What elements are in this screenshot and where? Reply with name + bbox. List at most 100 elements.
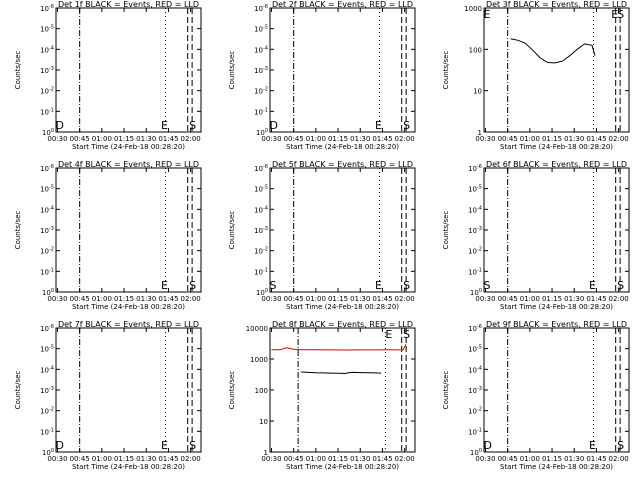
plot-frame (55, 327, 202, 453)
x-tick-label: 00:30 (47, 455, 67, 463)
x-tick-label: 01:00 (92, 135, 112, 143)
x-tick-label: 00:30 (261, 455, 281, 463)
x-tick-label: 01:30 (564, 455, 584, 463)
x-tick-label: 01:45 (586, 135, 606, 143)
x-tick-label: 01:00 (306, 135, 326, 143)
marker-letter: S (403, 328, 410, 341)
x-tick-label: 01:30 (136, 295, 156, 303)
y-tick-label: 10-2 (40, 407, 54, 416)
y-tick-label: 10-6 (254, 4, 268, 13)
x-tick-label: 01:15 (542, 455, 562, 463)
x-tick-label: 00:45 (284, 135, 304, 143)
x-tick-label: 01:15 (328, 295, 348, 303)
x-tick-label: 01:15 (114, 455, 134, 463)
chart-title: Det 9f BLACK = Events, RED = LLD (486, 320, 627, 329)
chart-title: Det 3f BLACK = Events, RED = LLD (486, 0, 627, 9)
y-tick-label: 10-2 (40, 247, 54, 256)
plot-frame (483, 167, 630, 293)
x-tick-label: 02:00 (609, 295, 629, 303)
chart-panel-5: Det 5f BLACK = Events, RED = LLD 100 10-1 1… (228, 160, 416, 311)
y-axis-label: Counts/sec (14, 51, 22, 90)
y-tick-label: 1 (478, 129, 482, 137)
marker-letter: E (483, 8, 490, 21)
x-tick-label: 01:15 (328, 455, 348, 463)
x-tick-label: 01:15 (114, 295, 134, 303)
y-tick-label: 10 (473, 88, 482, 96)
x-tick-label: 00:30 (475, 295, 495, 303)
y-tick-label: 10-2 (254, 247, 268, 256)
y-tick-label: 10-6 (468, 324, 482, 333)
marker-letter: E (161, 279, 168, 292)
y-tick-label: 100 (470, 448, 482, 457)
plot-frame (483, 327, 630, 453)
x-tick-label: 02:00 (395, 455, 415, 463)
x-tick-label: 01:00 (520, 455, 540, 463)
y-tick-label: 10-4 (254, 45, 268, 54)
x-tick-label: 01:00 (306, 455, 326, 463)
x-tick-label: 01:00 (306, 295, 326, 303)
y-tick-label: 10-1 (40, 267, 54, 276)
chart-panel-3: Det 3f BLACK = Events, RED = LLD 1 10 100 10… (442, 0, 630, 151)
y-tick-label: 10-6 (468, 164, 482, 173)
plot-frame (269, 327, 416, 453)
y-tick-label: 10-3 (468, 226, 482, 235)
x-tick-label: 01:30 (564, 295, 584, 303)
x-tick-label: 00:45 (498, 295, 518, 303)
x-tick-label: 01:00 (92, 455, 112, 463)
y-tick-label: 10-4 (40, 205, 54, 214)
x-tick-label: 01:15 (542, 295, 562, 303)
x-tick-label: 00:45 (70, 295, 90, 303)
y-tick-label: 10-1 (468, 427, 482, 436)
x-tick-label: 01:45 (158, 135, 178, 143)
y-axis-label: Counts/sec (228, 51, 236, 90)
chart-panel-8: Det 8f BLACK = Events, RED = LLD 1 10 100 10… (228, 320, 416, 471)
y-tick-label: 100 (470, 288, 482, 297)
y-tick-label: 10-5 (468, 345, 482, 354)
x-axis-label: Start Time (24-Feb-18 00:28:20) (72, 143, 185, 151)
marker-letter: D (269, 119, 277, 132)
marker-letter: S (189, 119, 196, 132)
y-axis-label: Counts/sec (228, 211, 236, 250)
x-tick-label: 01:15 (328, 135, 348, 143)
x-tick-label: 00:45 (498, 455, 518, 463)
y-tick-label: 10-2 (468, 407, 482, 416)
chart-title: Det 8f BLACK = Events, RED = LLD (272, 320, 413, 329)
x-tick-label: 01:15 (114, 135, 134, 143)
y-tick-label: 10-6 (254, 164, 268, 173)
x-tick-label: 02:00 (181, 295, 201, 303)
x-tick-label: 00:30 (47, 135, 67, 143)
x-tick-label: 01:45 (372, 455, 392, 463)
chart-panel-4: Det 4f BLACK = Events, RED = LLD 100 10-1 1… (14, 160, 202, 311)
x-tick-label: 00:45 (284, 295, 304, 303)
chart-title: Det 2f BLACK = Events, RED = LLD (272, 0, 413, 9)
chart-title: Det 4f BLACK = Events, RED = LLD (58, 160, 199, 169)
x-tick-label: 01:45 (372, 135, 392, 143)
marker-letter: D (55, 439, 63, 452)
y-axis-label: Counts/sec (14, 371, 22, 410)
x-tick-label: 01:45 (586, 455, 606, 463)
x-tick-label: 01:45 (158, 295, 178, 303)
x-axis-label: Start Time (24-Feb-18 00:28:20) (72, 303, 185, 311)
y-tick-label: 10-4 (254, 205, 268, 214)
marker-letter: E (589, 279, 596, 292)
y-tick-label: 10-3 (254, 226, 268, 235)
plot-frame (269, 167, 416, 293)
marker-letter: S (617, 439, 624, 452)
y-tick-label: 10-4 (40, 365, 54, 374)
x-tick-label: 00:30 (261, 295, 281, 303)
y-tick-label: 10-1 (468, 267, 482, 276)
marker-letter: E (611, 8, 618, 21)
y-tick-label: 10-1 (254, 107, 268, 116)
y-tick-label: 10-2 (254, 87, 268, 96)
chart-panel-7: Det 7f BLACK = Events, RED = LLD 100 10-1 1… (14, 320, 202, 471)
x-tick-label: 01:00 (92, 295, 112, 303)
y-tick-label: 1000 (464, 5, 482, 13)
y-axis-label: Counts/sec (14, 211, 22, 250)
x-tick-label: 01:30 (136, 135, 156, 143)
x-tick-label: 00:45 (498, 135, 518, 143)
plot-frame (55, 167, 202, 293)
marker-letter: S (189, 279, 196, 292)
y-tick-label: 100 (42, 288, 54, 297)
x-tick-label: 00:30 (261, 135, 281, 143)
series-line (510, 38, 596, 64)
